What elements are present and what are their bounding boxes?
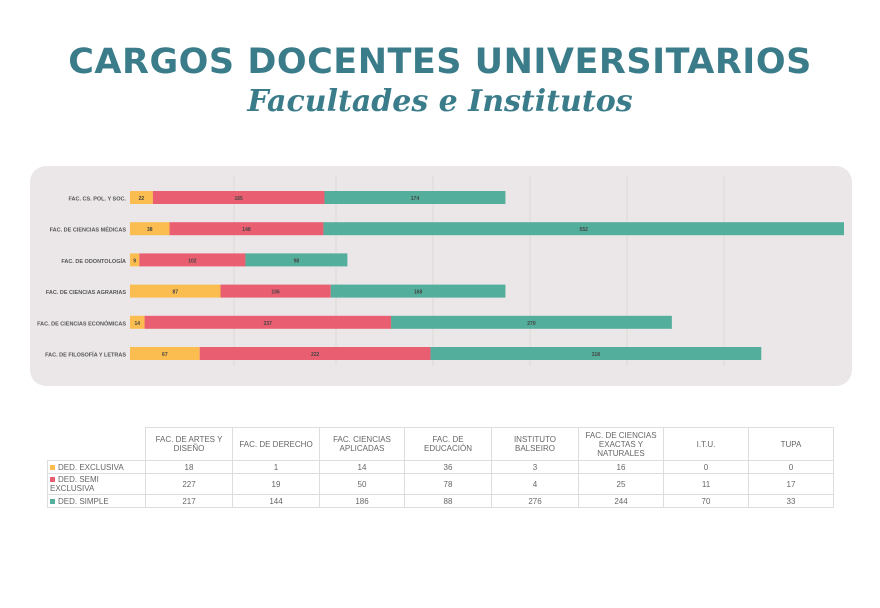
table-cell: 244 <box>578 494 664 508</box>
table-cell: 14 <box>319 460 405 474</box>
category-label: FAC. DE FILOSOFÍA Y LETRAS <box>45 351 126 359</box>
bar-simple <box>323 222 844 236</box>
bar-simple <box>391 315 672 329</box>
bar-simple <box>430 347 762 360</box>
table-cell: 17 <box>748 473 834 495</box>
table-cell: 36 <box>404 460 492 474</box>
bar-simple <box>324 191 506 204</box>
data-label: 14 <box>134 321 140 327</box>
bar-semi <box>169 222 324 236</box>
bar-semi <box>144 315 392 329</box>
row-label: DED. SEMI EXCLUSIVA <box>47 473 146 495</box>
table-header-row: FAC. DE ARTES Y DISEÑO FAC. DE DERECHO FAC… <box>48 427 834 461</box>
data-table: FAC. DE ARTES Y DISEÑO FAC. DE DERECHO FAC… <box>47 427 834 508</box>
data-label: 38 <box>147 227 153 233</box>
table-cell: 33 <box>748 494 834 508</box>
data-label: 87 <box>172 290 178 296</box>
column-header: FAC. DE CIENCIAS EXACTAS Y NATURALES <box>578 427 664 461</box>
bar-semi <box>152 191 325 204</box>
data-label: 148 <box>242 227 251 233</box>
bar-exclusiva <box>130 315 145 329</box>
column-header: I.T.U. <box>663 427 749 461</box>
legend-swatch-icon <box>50 464 55 470</box>
data-label: 222 <box>311 352 320 358</box>
bar-semi <box>199 347 431 360</box>
column-header: FAC. DE DERECHO <box>232 427 320 461</box>
category-label: FAC. DE CIENCIAS ECONÓMICAS <box>37 319 126 327</box>
bar-exclusiva <box>130 284 221 298</box>
table-cell: 186 <box>319 494 405 508</box>
table-cell: 0 <box>663 460 749 474</box>
table-row: DED. SEMI EXCLUSIVA 227 19 50 78 4 25 11 17 <box>47 473 834 495</box>
table-row: DED. EXCLUSIVA 18 1 14 36 3 16 0 0 <box>47 460 834 474</box>
data-label: 22 <box>139 196 145 202</box>
column-header: TUPA <box>748 427 834 461</box>
stacked-bar-chart: FAC. CS. POL. Y SOC. 22 165 174 FAC. DE CIEN… <box>37 176 844 366</box>
table-cell: 70 <box>663 494 749 508</box>
corner-cell <box>48 428 146 461</box>
data-label: 102 <box>188 258 197 264</box>
data-label: 98 <box>294 258 300 264</box>
table-cell: 88 <box>404 494 492 508</box>
table-cell: 217 <box>145 494 233 508</box>
data-label: 552 <box>580 227 589 233</box>
bar-semi <box>139 253 246 267</box>
row-label-text: DED. EXCLUSIVA <box>58 462 124 472</box>
table-cell: 4 <box>491 473 579 495</box>
bar-exclusiva <box>130 347 200 360</box>
chart-panel: FAC. CS. POL. Y SOC. 22 165 174 FAC. DE CIEN… <box>30 166 852 386</box>
row-label-text: DED. SEMI EXCLUSIVA <box>50 475 99 493</box>
table-row: DED. SIMPLE 217 144 186 88 276 244 70 33 <box>47 494 834 508</box>
category-label: FAC. DE CIENCIAS MÉDICAS <box>50 226 127 234</box>
bar-simple <box>245 253 348 267</box>
data-label: 318 <box>592 352 601 358</box>
column-header: FAC. DE EDUCACIÓN <box>404 427 492 461</box>
data-label: 165 <box>235 196 244 202</box>
table-cell: 19 <box>232 473 320 495</box>
table-cell: 78 <box>404 473 492 495</box>
table-cell: 50 <box>319 473 405 495</box>
table-cell: 3 <box>491 460 579 474</box>
table-cell: 25 <box>578 473 664 495</box>
data-label: 270 <box>527 321 536 327</box>
row-label: DED. EXCLUSIVA <box>47 460 146 474</box>
page-title: CARGOS DOCENTES UNIVERSITARIOS <box>68 42 812 82</box>
category-label: FAC. DE CIENCIAS AGRARIAS <box>46 290 126 296</box>
table-cell: 276 <box>491 494 579 508</box>
bar-exclusiva <box>130 191 153 204</box>
data-label: 9 <box>133 258 136 264</box>
row-label: DED. SIMPLE <box>47 494 146 508</box>
bar-exclusiva <box>130 253 140 267</box>
data-label: 67 <box>162 352 168 358</box>
row-label-text: DED. SIMPLE <box>58 496 109 506</box>
table-cell: 11 <box>663 473 749 495</box>
table-cell: 144 <box>232 494 320 508</box>
data-label: 106 <box>271 290 280 296</box>
column-header: FAC. DE ARTES Y DISEÑO <box>145 427 233 461</box>
data-label: 168 <box>414 290 423 296</box>
data-label: 237 <box>264 321 273 327</box>
page-subtitle: Facultades e Institutos <box>247 84 633 119</box>
legend-swatch-icon <box>50 498 55 504</box>
column-header: FAC. CIENCIAS APLICADAS <box>319 427 405 461</box>
table-cell: 227 <box>145 473 233 495</box>
data-label: 174 <box>411 196 420 202</box>
table-cell: 1 <box>232 460 320 474</box>
bar-simple <box>330 284 506 298</box>
legend-swatch-icon <box>50 477 55 482</box>
table-cell: 16 <box>578 460 664 474</box>
category-label: FAC. CS. POL. Y SOC. <box>68 197 126 203</box>
category-label: FAC. DE ODONTOLOGÍA <box>61 257 126 265</box>
column-header: INSTITUTO BALSEIRO <box>491 427 579 461</box>
bar-semi <box>220 284 331 298</box>
table-cell: 0 <box>748 460 834 474</box>
bar-exclusiva <box>130 222 170 236</box>
table-cell: 18 <box>145 460 233 474</box>
